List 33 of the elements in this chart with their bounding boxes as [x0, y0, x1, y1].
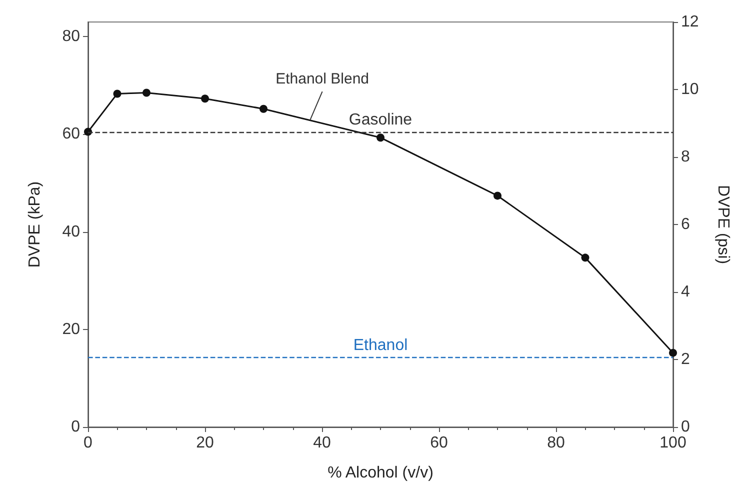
point: [581, 254, 590, 262]
point: [113, 90, 122, 98]
point: [376, 134, 384, 142]
y-tick-label: 60: [62, 126, 80, 143]
point: [142, 88, 150, 97]
y2-tick-label: 8: [681, 148, 690, 166]
x-tick-label: 20: [196, 434, 214, 452]
x-tick-label: 100: [660, 434, 686, 452]
y2-axis-title: DVPE (psi): [714, 184, 732, 264]
y2-tick-label: 6: [681, 216, 690, 233]
y-tick-label: 0: [71, 418, 80, 436]
ref-line-label: Ethanol: [353, 337, 408, 354]
y2-tick-label: 12: [681, 14, 699, 30]
y-tick-label: 40: [62, 223, 80, 240]
point: [201, 94, 209, 103]
y-tick-label: 80: [62, 28, 80, 46]
ref-line-label: Gasoline: [348, 111, 412, 128]
x-tick-label: 80: [547, 434, 565, 452]
point: [494, 192, 502, 200]
y2-tick-label: 0: [681, 418, 690, 436]
point: [260, 104, 268, 113]
y2-tick-label: 4: [681, 284, 690, 300]
y2-tick-label: 10: [681, 81, 699, 98]
point: [669, 348, 677, 357]
x-tick-label: 40: [313, 434, 331, 452]
y-axis-title: DVPE (kPa): [26, 181, 44, 268]
point: [84, 128, 92, 136]
x-tick-label: 0: [84, 434, 93, 452]
y-tick-label: 20: [62, 320, 80, 338]
x-axis-title: % Alcohol (v/v): [328, 464, 434, 482]
annotation: Ethanol Blend: [276, 70, 370, 88]
x-tick-label: 60: [430, 434, 448, 452]
y2-tick-label: 2: [681, 351, 690, 368]
